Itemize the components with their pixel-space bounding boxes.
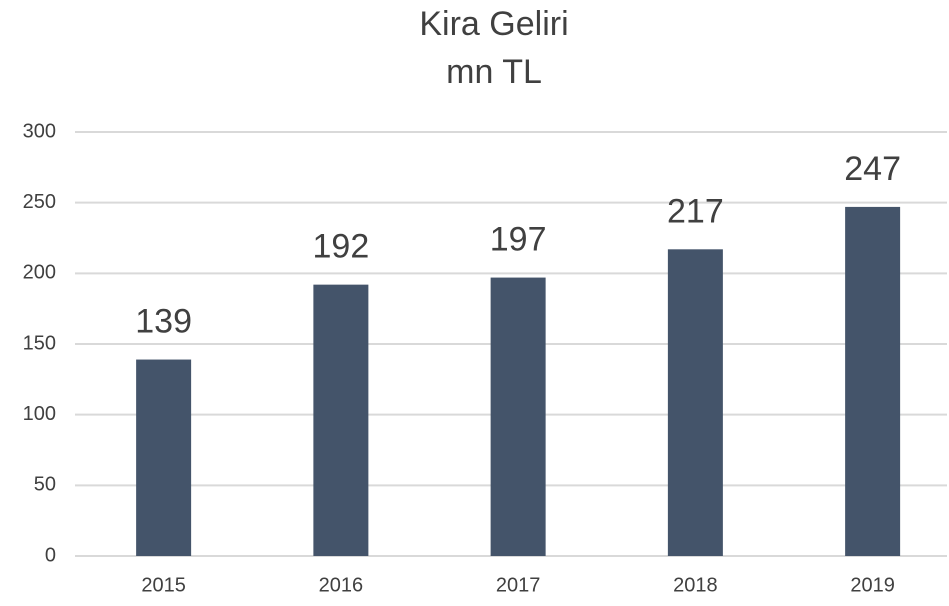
data-label: 197 bbox=[490, 221, 547, 259]
bar bbox=[313, 284, 369, 556]
data-label: 217 bbox=[667, 192, 724, 230]
bar bbox=[136, 359, 192, 556]
x-tick-label: 2016 bbox=[319, 574, 364, 596]
chart-title: Kira Geliri bbox=[419, 5, 568, 43]
data-label: 139 bbox=[135, 303, 192, 341]
y-tick-label: 100 bbox=[23, 403, 56, 425]
data-label: 247 bbox=[844, 150, 901, 188]
x-tick-label: 2017 bbox=[496, 574, 541, 596]
y-tick-label: 200 bbox=[23, 262, 56, 284]
y-tick-label: 250 bbox=[23, 191, 56, 213]
x-tick-label: 2019 bbox=[850, 574, 895, 596]
data-label: 192 bbox=[313, 228, 370, 266]
bar bbox=[845, 206, 901, 556]
y-tick-label: 300 bbox=[23, 120, 56, 142]
chart-subtitle: mn TL bbox=[446, 53, 542, 91]
x-tick-label: 2015 bbox=[141, 574, 186, 596]
y-tick-label: 150 bbox=[23, 332, 56, 354]
bar bbox=[667, 249, 723, 556]
y-tick-label: 50 bbox=[34, 474, 56, 496]
bar bbox=[490, 277, 546, 556]
y-tick-label: 0 bbox=[45, 544, 56, 566]
x-tick-label: 2018 bbox=[673, 574, 718, 596]
